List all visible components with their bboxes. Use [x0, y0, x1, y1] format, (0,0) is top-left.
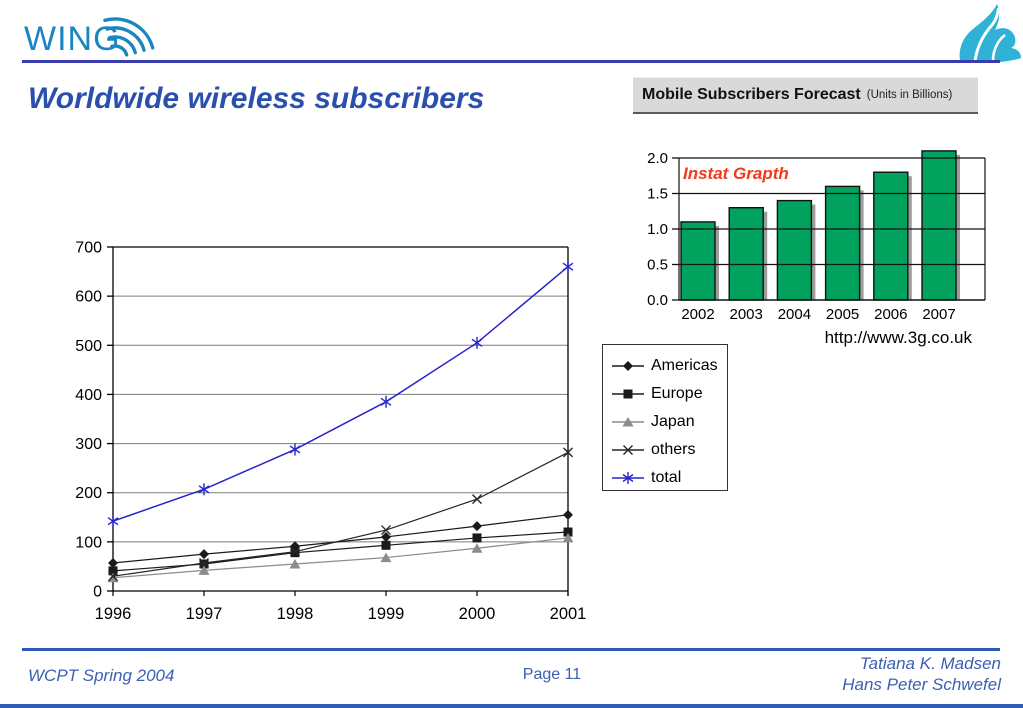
y-tick-label: 300: [75, 436, 102, 453]
bar-x-tick-label: 2005: [826, 306, 859, 323]
bar-chart: 0.0 0.5 1.0 1.5 2.0 2002 2003 2004 2005 2006 2007: [647, 150, 986, 323]
bar-y-tick-label: 2.0: [647, 150, 668, 167]
bar-x-tick-label: 2003: [730, 306, 763, 323]
y-tick-label: 100: [75, 534, 102, 551]
legend-marker-americas-icon: [612, 361, 644, 371]
bar-x-tick-label: 2006: [874, 306, 907, 323]
legend-item-total: total: [603, 464, 727, 492]
legend-label: total: [651, 469, 682, 486]
legend-label: Europe: [651, 385, 703, 402]
footer-conference: WCPT Spring 2004: [28, 666, 175, 685]
y-tick-label: 700: [75, 240, 102, 257]
legend-item-americas: Americas: [603, 352, 727, 380]
series-line-americas: [112, 514, 569, 564]
footer-divider: [22, 648, 1000, 651]
header-divider: [22, 60, 1000, 63]
wave-logo-icon: [959, 4, 1021, 63]
bottom-edge-rule: [0, 704, 1023, 708]
wing-logo-text: WING: [24, 20, 121, 58]
series-line-others: [112, 451, 569, 577]
x-tick-label: 1999: [368, 605, 405, 623]
source-url[interactable]: http://www.3g.co.uk: [824, 328, 972, 347]
y-tick-label: 600: [75, 289, 102, 306]
bar-y-tick-label: 0.0: [647, 292, 668, 309]
bar-2004: [776, 199, 813, 301]
bar-chart-title-suffix: (Units in Billions): [866, 89, 953, 101]
bar-y-tick-label: 1.5: [647, 186, 668, 203]
series-line-europe: [112, 531, 569, 572]
x-tick-label: 2001: [550, 605, 587, 623]
y-tick-label: 0: [93, 584, 102, 601]
bar-2005: [824, 185, 861, 301]
legend-label: others: [651, 441, 696, 458]
bar-chart-titlebar: Mobile Subscribers Forecast (Units in Bi…: [633, 77, 978, 114]
series-line-japan: [112, 537, 569, 579]
legend-marker-japan-icon: [612, 417, 644, 427]
x-tick-label: 1997: [186, 605, 223, 623]
bar-chart-annotation: Instat Grapth: [683, 164, 789, 183]
y-tick-label: 500: [75, 338, 102, 355]
legend-label: Japan: [651, 413, 695, 430]
bar-x-tick-label: 2002: [681, 306, 714, 323]
x-tick-label: 2000: [459, 605, 496, 623]
bar-2003: [728, 206, 764, 301]
footer-author-2: Hans Peter Schwefel: [842, 675, 1001, 694]
bar-x-tick-label: 2007: [922, 306, 955, 323]
bar-2002: [680, 221, 716, 301]
page-title: Worldwide wireless subscribers: [28, 82, 485, 115]
bar-2007: [921, 150, 957, 301]
legend-marker-europe-icon: [612, 389, 644, 399]
footer-authors: Tatiana K. Madsen Hans Peter Schwefel: [842, 653, 1001, 695]
y-tick-label: 400: [75, 387, 102, 404]
footer-author-1: Tatiana K. Madsen: [859, 654, 1001, 673]
x-tick-label: 1998: [277, 605, 314, 623]
legend-item-japan: Japan: [603, 408, 727, 436]
wing-logo-waves-icon: [103, 17, 155, 57]
bar-2006: [873, 171, 909, 301]
legend-marker-total-icon: [612, 472, 644, 484]
line-chart: 0 100 200 300 400 500 600 700 1996 1997 1998 1999 20…: [75, 240, 587, 624]
bar-y-tick-label: 1.0: [647, 221, 668, 238]
series-line-total: [112, 266, 569, 522]
legend-marker-others-icon: [612, 445, 644, 455]
bar-y-tick-label: 0.5: [647, 257, 668, 274]
legend-item-others: others: [603, 436, 727, 464]
footer-page-number: Page 11: [522, 666, 582, 683]
y-tick-label: 200: [75, 485, 102, 502]
bar-x-tick-label: 2004: [778, 306, 811, 323]
legend-label: Americas: [651, 357, 718, 374]
bar-chart-title: Mobile Subscribers Forecast: [642, 86, 861, 103]
chart-legend: Americas Europe Japan others total: [602, 344, 728, 491]
legend-item-europe: Europe: [603, 380, 727, 408]
x-tick-label: 1996: [95, 605, 132, 623]
